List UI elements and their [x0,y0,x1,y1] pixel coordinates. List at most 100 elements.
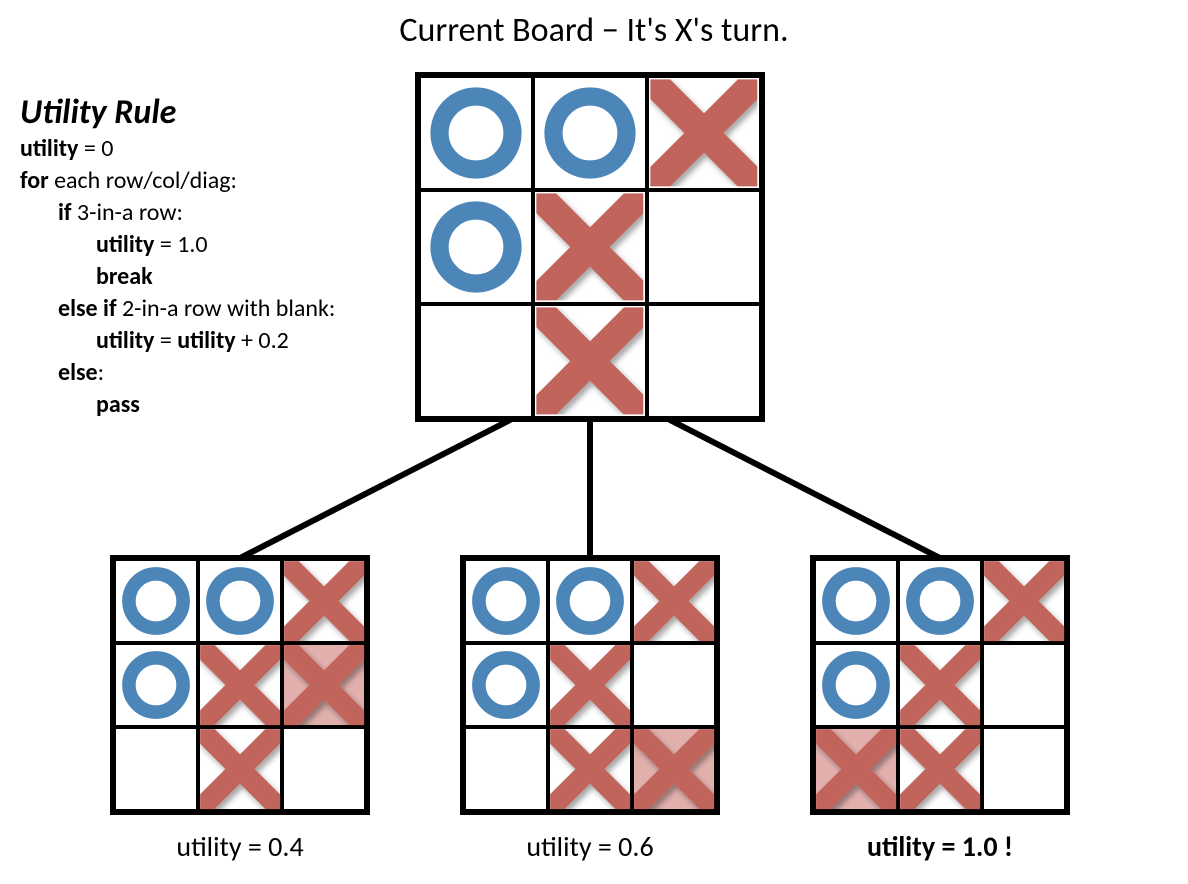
utility-label: utility = 0.4 [110,829,370,864]
utility-rule-line: else if 2-in-a row with blank: [20,293,335,325]
rule-text: 2-in-a row with blank: [117,294,336,323]
tree-edge [240,420,510,558]
utility-label: utility = 0.6 [460,829,720,864]
utility-rule-block: Utility Ruleutility = 0for each row/col/… [20,92,335,421]
x-mark-icon [900,645,980,725]
tree-edge [670,420,940,558]
board-cell [419,190,533,304]
board-cell [814,643,898,727]
x-mark-icon [284,645,364,725]
o-mark-icon [816,561,896,641]
board-cell [647,190,761,304]
rule-text: = [154,326,177,355]
o-mark-icon [422,79,529,186]
rule-keyword: utility [96,230,154,259]
o-mark-icon [466,645,546,725]
board-cell [533,190,647,304]
board-cell [533,76,647,190]
x-mark-icon [284,561,364,641]
rule-text: 3-in-a row: [72,198,183,227]
page-title: Current Board − It's X's turn. [0,10,1188,51]
utility-rule-line: utility = utility + 0.2 [20,325,335,357]
utility-rule-line: utility = 1.0 [20,229,335,261]
o-mark-icon [116,561,196,641]
x-mark-icon [536,307,643,414]
o-mark-icon [536,79,643,186]
o-mark-icon [900,561,980,641]
board-cell [982,559,1066,643]
board-child [460,555,720,815]
x-mark-icon [984,561,1064,641]
rule-keyword: for [20,166,49,195]
rule-keyword: pass [96,390,140,419]
board-cell [464,727,548,811]
board-cell [198,559,282,643]
utility-rule-line: if 3-in-a row: [20,197,335,229]
board-cell [464,559,548,643]
utility-rule-line: pass [20,389,335,421]
board-cell [548,559,632,643]
board-cell [533,304,647,418]
page-title-text: Current Board − It's X's turn. [399,10,788,51]
rule-keyword: else [58,358,98,387]
board-cell-highlighted [814,727,898,811]
rule-text: + 0.2 [236,326,289,355]
board-child [110,555,370,815]
rule-keyword: utility [96,326,154,355]
x-mark-icon [550,645,630,725]
board-cell [419,304,533,418]
utility-label: utility = 1.0 ! [810,829,1070,864]
rule-text: = 0 [78,134,113,163]
rule-keyword: else if [58,294,117,323]
board-cell [898,559,982,643]
rule-keyword: break [96,262,153,291]
board-cell [647,304,761,418]
board-cell [548,643,632,727]
board-cell [419,76,533,190]
board-cell [898,727,982,811]
o-mark-icon [466,561,546,641]
rule-text: each row/col/diag: [49,166,237,195]
x-mark-icon [200,729,280,809]
board-cell [647,76,761,190]
rule-keyword: utility [20,134,78,163]
x-mark-icon [816,729,896,809]
o-mark-icon [116,645,196,725]
x-mark-icon [634,561,714,641]
board-cell [982,727,1066,811]
board-cell [898,643,982,727]
x-mark-icon [900,729,980,809]
board-cell [548,727,632,811]
o-mark-icon [550,561,630,641]
x-mark-icon [650,79,757,186]
utility-rule-line: for each row/col/diag: [20,165,335,197]
board-cell [464,643,548,727]
rule-keyword: if [58,198,72,227]
x-mark-icon [536,193,643,300]
o-mark-icon [422,193,529,300]
board-cell [198,727,282,811]
utility-rule-title: Utility Rule [20,92,335,133]
utility-rule-line: utility = 0 [20,133,335,165]
x-mark-icon [634,729,714,809]
x-mark-icon [550,729,630,809]
utility-rule-line: break [20,261,335,293]
board-cell-highlighted [282,643,366,727]
rule-keyword: utility [177,326,235,355]
x-mark-icon [200,645,280,725]
board-cell-highlighted [632,727,716,811]
board-cell [282,559,366,643]
board-cell [982,643,1066,727]
board-cell [632,643,716,727]
board-cell [114,643,198,727]
o-mark-icon [816,645,896,725]
board-root [415,72,765,422]
board-cell [114,727,198,811]
board-cell [632,559,716,643]
board-cell [114,559,198,643]
utility-rule-line: else: [20,357,335,389]
rule-text: : [98,358,104,387]
rule-text: = 1.0 [154,230,207,259]
board-cell [198,643,282,727]
board-cell [814,559,898,643]
